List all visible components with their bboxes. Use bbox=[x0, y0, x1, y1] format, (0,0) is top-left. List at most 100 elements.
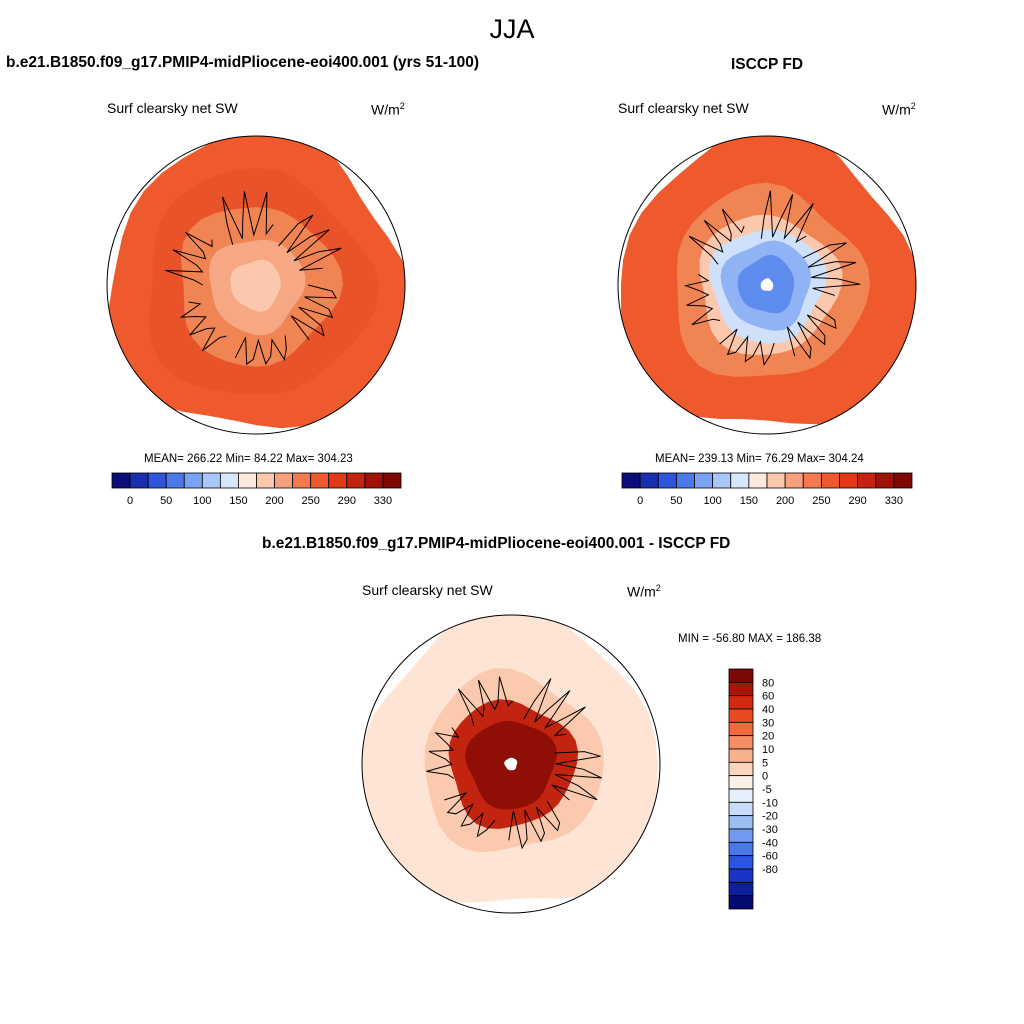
map-1-field bbox=[620, 136, 916, 425]
colorbar-1-box bbox=[839, 472, 859, 489]
colorbar-2-tick-label: 40 bbox=[762, 704, 774, 716]
coastline bbox=[551, 751, 602, 801]
colorbar-2-tick-label: -30 bbox=[762, 824, 778, 836]
coastline bbox=[234, 335, 287, 366]
colorbar-0-box bbox=[129, 472, 149, 489]
colorbar-2-box bbox=[728, 735, 754, 750]
colorbar-2-tick-label: -20 bbox=[762, 811, 778, 823]
colorbar-2-box bbox=[728, 895, 754, 910]
colorbar-0-tick-label: 150 bbox=[229, 495, 247, 507]
coastline bbox=[444, 792, 496, 838]
colorbar-1-tick-label: 0 bbox=[637, 495, 643, 507]
map-0-boundary bbox=[106, 135, 406, 435]
colorbar-0-box bbox=[382, 472, 402, 489]
colorbar-2-box bbox=[728, 815, 754, 830]
coastline bbox=[508, 801, 561, 850]
colorbar-1-box bbox=[675, 472, 695, 489]
colorbar-1-box bbox=[748, 472, 768, 489]
season-title: JJA bbox=[489, 14, 535, 44]
colorbar-2-box bbox=[728, 855, 754, 870]
colorbar-2-tick-label: -10 bbox=[762, 797, 778, 809]
colorbar-2-box bbox=[728, 881, 754, 897]
colorbar-1-box bbox=[639, 472, 659, 489]
coastline bbox=[760, 190, 814, 244]
colorbar-1-tick-label: 290 bbox=[848, 495, 866, 507]
colorbar-0-tick-label: 290 bbox=[338, 495, 356, 507]
contour-band-lat-88 bbox=[760, 278, 774, 291]
colorbar-1-box bbox=[820, 472, 840, 489]
colorbar-2-box bbox=[728, 695, 754, 710]
colorbar-2-box bbox=[728, 868, 754, 883]
colorbar-2-tick-label: 0 bbox=[762, 771, 768, 783]
colorbar-0-tick-label: 200 bbox=[265, 495, 283, 507]
colorbar-1-box bbox=[694, 472, 714, 489]
colorbar-0-box bbox=[165, 472, 185, 489]
map-1-boundary bbox=[617, 135, 917, 435]
colorbar-0-tick-label: 100 bbox=[193, 495, 211, 507]
colorbar-2-tick-label: 80 bbox=[762, 677, 774, 689]
coastline bbox=[179, 301, 227, 352]
colorbar-0-box bbox=[201, 472, 221, 489]
colorbar-2-tick-label: -60 bbox=[762, 851, 778, 863]
contour-band-lat-88 bbox=[504, 757, 518, 771]
colorbar-2-box bbox=[728, 708, 754, 723]
obs-variable-label: Surf clearsky net SW bbox=[618, 100, 749, 116]
coastline bbox=[426, 727, 460, 779]
model-units-label: W/m2 bbox=[371, 101, 405, 118]
contour-band-lat-82 bbox=[230, 259, 281, 312]
colorbar-2-tick-label: -5 bbox=[762, 784, 772, 796]
colorbar-1-tick-label: 150 bbox=[740, 495, 758, 507]
colorbar-2-box bbox=[728, 668, 754, 683]
colorbar-1-box bbox=[857, 472, 877, 489]
coastline bbox=[457, 676, 514, 726]
colorbar-2-box bbox=[728, 788, 754, 803]
colorbar-0-tick-label: 330 bbox=[374, 495, 392, 507]
map-2-boundary bbox=[361, 614, 661, 914]
colorbar-2-tick-label: 20 bbox=[762, 731, 774, 743]
diff-units-label: W/m2 bbox=[627, 583, 661, 600]
obs-stats-label: MEAN= 239.13 Min= 76.29 Max= 304.24 bbox=[655, 453, 864, 465]
colorbar-2-box bbox=[728, 721, 754, 737]
colorbar-1-box bbox=[875, 472, 895, 489]
colorbar-1-tick-label: 50 bbox=[670, 495, 682, 507]
coastline bbox=[719, 328, 775, 367]
coastline bbox=[523, 678, 586, 737]
obs-units-label: W/m2 bbox=[882, 101, 916, 118]
colorbar-1-box bbox=[657, 472, 677, 489]
colorbar-0-box bbox=[256, 472, 275, 489]
colorbar-1-tick-label: 250 bbox=[812, 495, 830, 507]
colorbar-0-box bbox=[328, 472, 348, 489]
colorbar-2-tick-label: -40 bbox=[762, 837, 778, 849]
map-2-field bbox=[362, 615, 658, 903]
coastline bbox=[683, 273, 721, 326]
coastline bbox=[688, 208, 745, 265]
colorbar-2-tick-label: 5 bbox=[762, 757, 768, 769]
colorbar-0-box bbox=[310, 472, 330, 489]
colorbar-2-box bbox=[728, 828, 754, 843]
model-variable-label: Surf clearsky net SW bbox=[107, 100, 238, 116]
colorbar-1-box bbox=[893, 472, 913, 489]
colorbar-1-box bbox=[621, 472, 641, 489]
coastline bbox=[786, 304, 837, 360]
coastline bbox=[222, 191, 274, 245]
diff-panel-title: b.e21.B1850.f09_g17.PMIP4-midPliocene-eo… bbox=[262, 535, 731, 552]
colorbar-0-tick-label: 50 bbox=[160, 495, 172, 507]
colorbar-2-box bbox=[728, 775, 754, 790]
colorbar-1-tick-label: 200 bbox=[776, 495, 794, 507]
coastline bbox=[165, 231, 213, 286]
colorbar-0-box bbox=[274, 472, 294, 489]
colorbar-2-box bbox=[728, 681, 754, 697]
colorbar-2-box bbox=[728, 841, 754, 857]
colorbar-1-tick-label: 100 bbox=[703, 495, 721, 507]
colorbar-1-box bbox=[766, 472, 786, 489]
coastline bbox=[802, 242, 861, 296]
colorbar-2-tick-label: 60 bbox=[762, 691, 774, 703]
colorbar-1-box bbox=[802, 472, 822, 489]
colorbar-0-box bbox=[292, 472, 312, 489]
colorbar-0-box bbox=[364, 472, 384, 489]
colorbar-1-box bbox=[730, 472, 750, 489]
coastline bbox=[278, 214, 342, 271]
colorbar-0-tick-label: 0 bbox=[127, 495, 133, 507]
colorbar-1-box bbox=[712, 472, 732, 489]
